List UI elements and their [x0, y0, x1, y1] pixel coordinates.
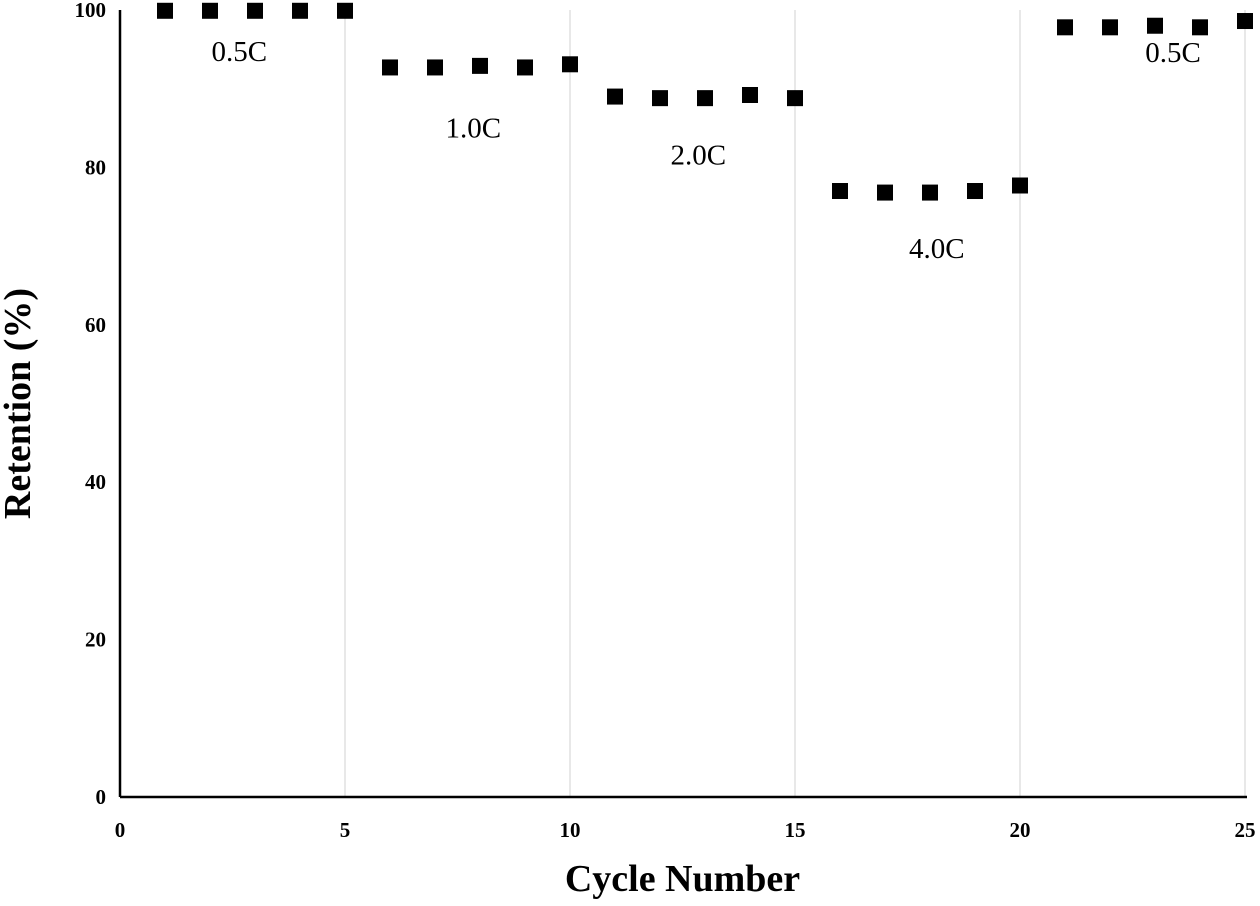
data-point-cycle-2 [202, 2, 218, 19]
x-tick-label-5: 5 [340, 818, 351, 842]
annotation-2: 1.0C [445, 112, 501, 144]
data-point-cycle-9 [517, 59, 533, 76]
data-point-cycle-19 [967, 183, 983, 200]
x-tick-label-20: 20 [1010, 818, 1031, 842]
x-tick-label-10: 10 [560, 818, 581, 842]
data-point-cycle-10 [562, 56, 578, 73]
data-point-cycle-25 [1237, 13, 1253, 30]
data-point-cycle-12 [652, 90, 668, 107]
annotation-1: 0.5C [211, 36, 267, 68]
axes [118, 10, 1247, 799]
data-point-cycle-22 [1102, 19, 1118, 36]
data-point-cycle-17 [877, 184, 893, 201]
x-tick-labels: 0 5 10 15 20 25 [115, 818, 1256, 842]
y-tick-label-20: 20 [85, 628, 106, 652]
x-tick-label-25: 25 [1235, 818, 1256, 842]
data-point-cycle-5 [337, 2, 353, 19]
y-tick-label-80: 80 [85, 155, 106, 179]
data-point-cycle-16 [832, 183, 848, 200]
annotation-4: 4.0C [909, 233, 965, 265]
gridlines [344, 10, 1246, 797]
data-point-cycle-11 [607, 88, 623, 105]
data-point-cycle-1 [157, 2, 173, 19]
data-point-cycle-13 [697, 90, 713, 107]
y-axis-title: Retention (%) [0, 288, 39, 519]
data-point-cycle-20 [1012, 177, 1028, 194]
annotation-5: 0.5C [1145, 37, 1201, 69]
data-point-cycle-14 [742, 86, 758, 103]
y-tick-labels: 0 20 40 60 80 100 [75, 0, 107, 809]
x-tick-label-0: 0 [115, 818, 126, 842]
c-rate-annotations: 0.5C 1.0C 2.0C 4.0C 0.5C [211, 36, 1200, 265]
data-point-cycle-23 [1147, 17, 1163, 34]
data-point-cycle-24 [1192, 19, 1208, 36]
data-point-cycle-4 [292, 2, 308, 19]
data-point-cycle-6 [382, 59, 398, 76]
y-tick-label-60: 60 [85, 313, 106, 337]
annotation-3: 2.0C [670, 139, 726, 171]
data-point-cycle-18 [922, 184, 938, 201]
x-tick-label-15: 15 [785, 818, 806, 842]
y-tick-label-100: 100 [75, 0, 107, 22]
y-tick-label-40: 40 [85, 470, 106, 494]
data-point-cycle-8 [472, 57, 488, 74]
data-point-cycle-3 [247, 2, 263, 19]
y-tick-label-0: 0 [96, 785, 107, 809]
data-points [157, 2, 1253, 201]
data-point-cycle-15 [787, 90, 803, 107]
data-point-cycle-21 [1057, 19, 1073, 36]
x-axis-title: Cycle Number [565, 858, 800, 900]
data-point-cycle-7 [427, 59, 443, 76]
